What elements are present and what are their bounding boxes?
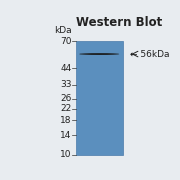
Text: 44: 44 [60, 64, 71, 73]
Text: 33: 33 [60, 80, 71, 89]
Text: 18: 18 [60, 116, 71, 125]
Text: 14: 14 [60, 130, 71, 140]
Text: Western Blot: Western Blot [76, 15, 162, 28]
Text: 70: 70 [60, 37, 71, 46]
Text: 10: 10 [60, 150, 71, 159]
Ellipse shape [79, 53, 119, 55]
Text: 22: 22 [60, 104, 71, 113]
Text: kDa: kDa [54, 26, 71, 35]
Text: ← 56kDa: ← 56kDa [130, 50, 169, 59]
Text: 26: 26 [60, 94, 71, 103]
FancyBboxPatch shape [76, 41, 123, 155]
